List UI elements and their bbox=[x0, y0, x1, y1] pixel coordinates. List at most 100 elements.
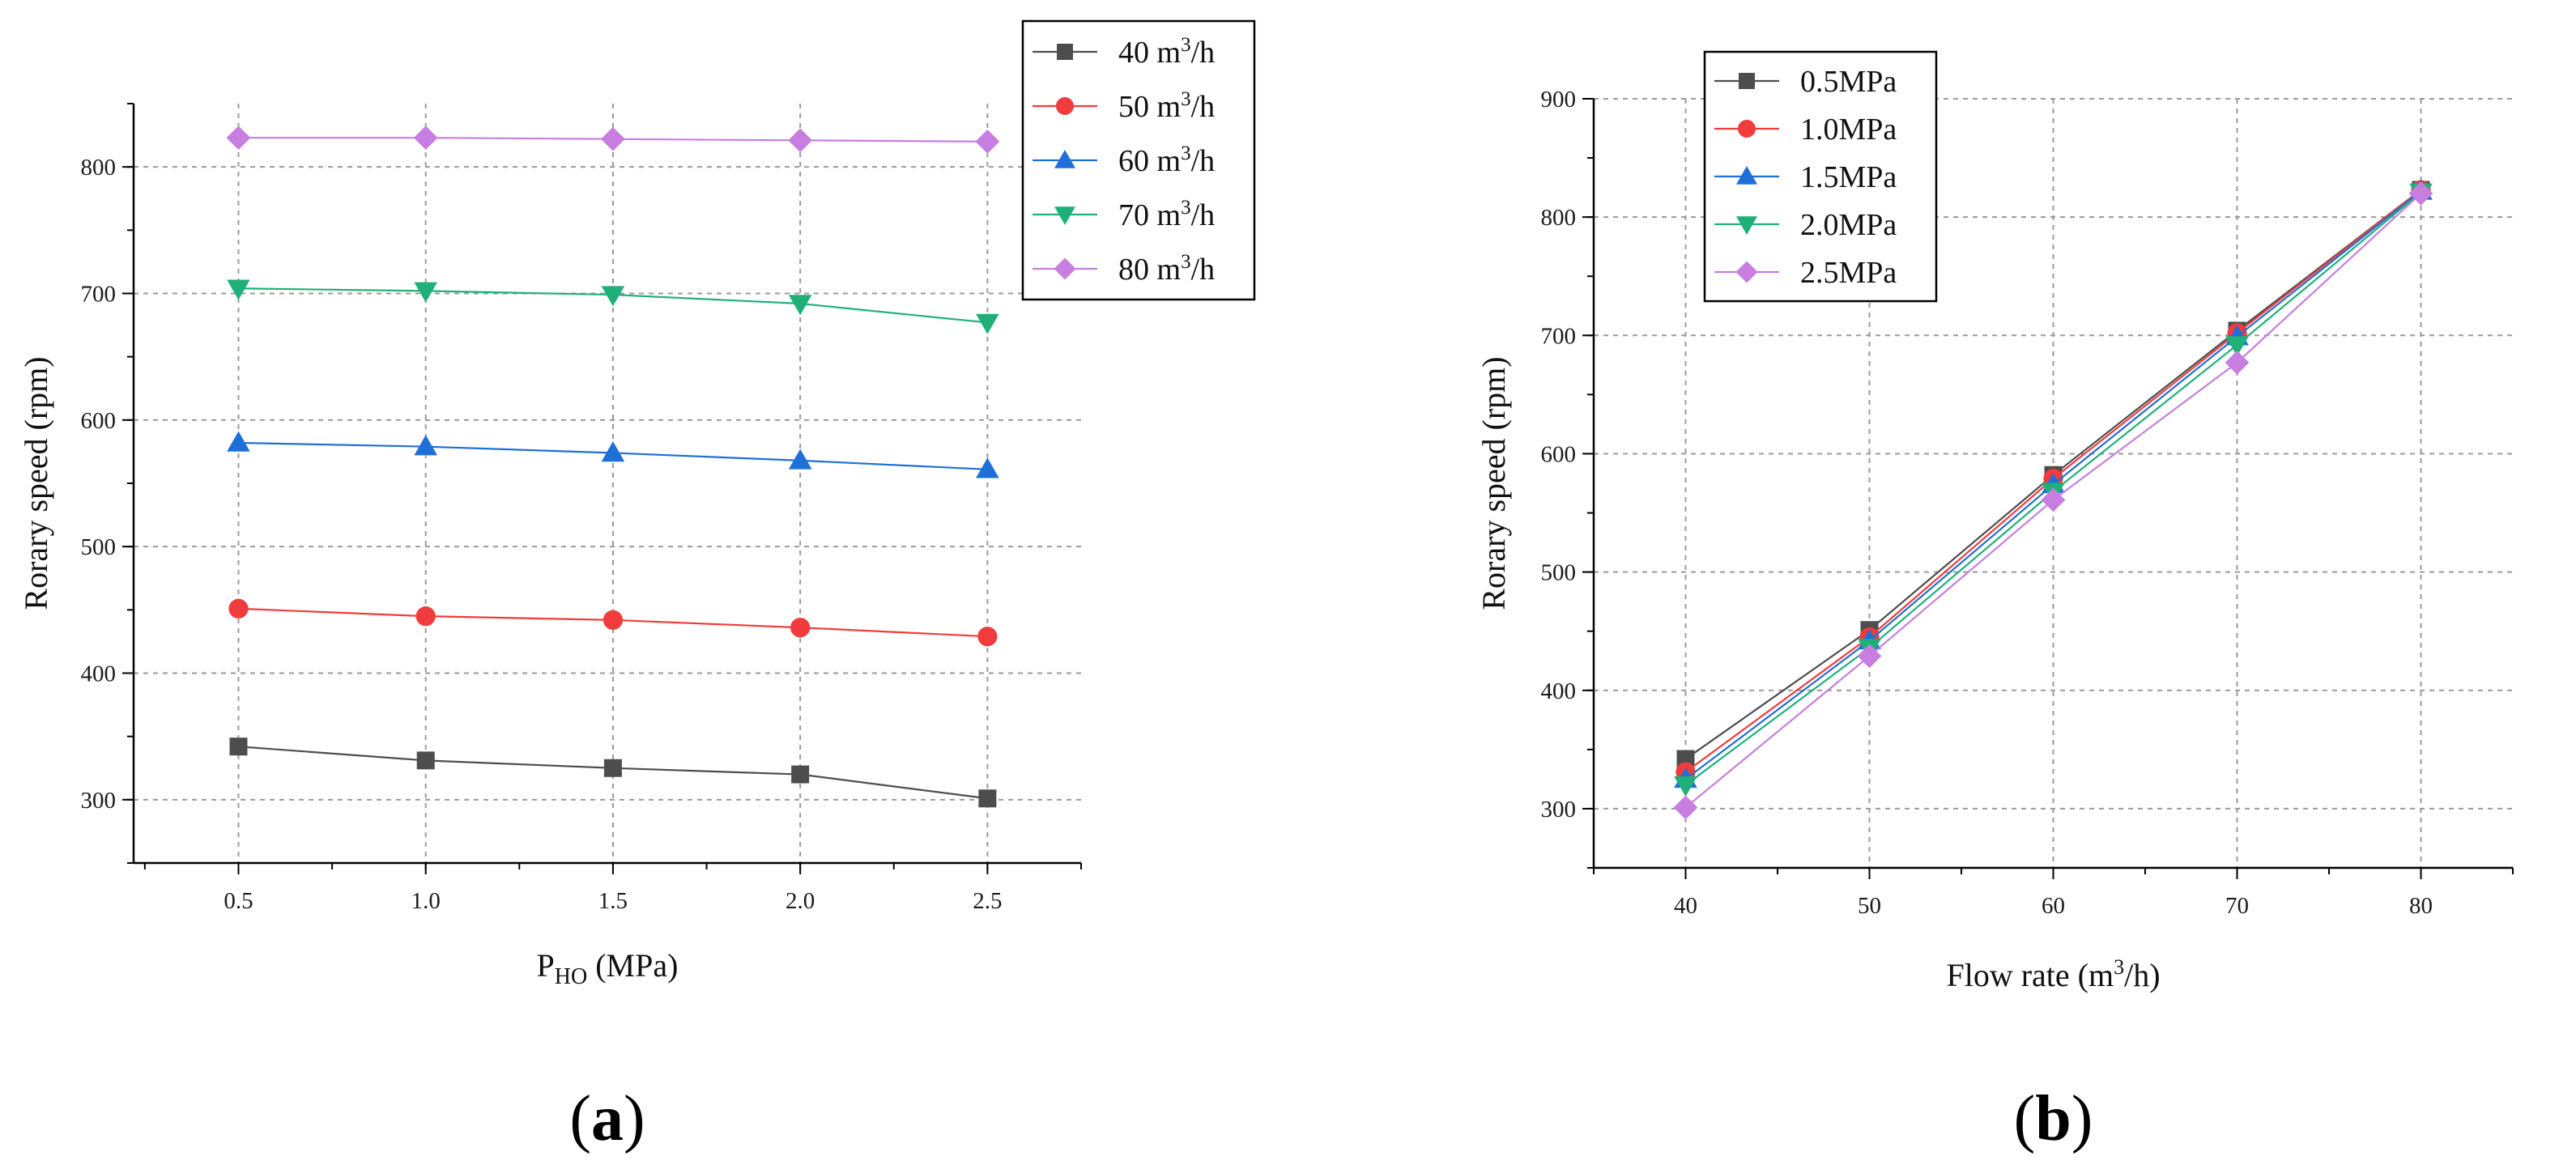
legend-label-main: 1.0MPa bbox=[1800, 113, 1897, 147]
x-tick-label: 2.5 bbox=[973, 888, 1002, 914]
series-1 bbox=[228, 598, 998, 647]
y-tick-label: 600 bbox=[1541, 441, 1577, 467]
x-tick-label: 50 bbox=[1858, 893, 1881, 919]
data-point bbox=[2225, 351, 2250, 375]
y-tick-label: 800 bbox=[1541, 205, 1577, 231]
legend-label-sup: 3 bbox=[1181, 197, 1191, 219]
legend-label-main: 50 m bbox=[1118, 90, 1181, 124]
legend-label: 40 m3/h bbox=[1118, 34, 1215, 70]
legend-label-main: 0.5MPa bbox=[1800, 65, 1897, 99]
y-tick-label: 400 bbox=[81, 661, 117, 687]
legend-entry: 40 m3/h bbox=[1033, 34, 1215, 70]
data-point bbox=[788, 128, 813, 153]
panel-label-close: ) bbox=[624, 1083, 645, 1154]
panel-label-close: ) bbox=[2071, 1083, 2093, 1154]
legend-marker bbox=[1054, 206, 1075, 225]
x-tick-label: 1.5 bbox=[598, 888, 628, 914]
legend-marker bbox=[1057, 44, 1073, 60]
legend-entry: 1.0MPa bbox=[1714, 113, 1897, 147]
legend-label: 1.0MPa bbox=[1800, 113, 1897, 147]
legend-marker bbox=[1736, 166, 1757, 185]
legend-label-main: 40 m bbox=[1118, 36, 1181, 70]
x-axis-title-main: P bbox=[537, 947, 555, 984]
data-point bbox=[2041, 487, 2066, 512]
legend-label: 1.5MPa bbox=[1800, 160, 1897, 194]
x-tick-label: 1.0 bbox=[411, 888, 441, 914]
data-point bbox=[414, 282, 438, 303]
legend-label: 50 m3/h bbox=[1118, 88, 1215, 124]
series-0 bbox=[229, 738, 997, 808]
series-2 bbox=[227, 431, 999, 478]
axes: 300 400 500 600 700 800 0.5 1.0 1.5 2.0 2.5 bbox=[81, 103, 1082, 914]
data-point bbox=[601, 441, 625, 462]
legend-entry: 60 m3/h bbox=[1033, 142, 1215, 178]
x-axis-title-sub: HO bbox=[555, 964, 587, 989]
x-axis-title-unit: (MPa) bbox=[587, 947, 678, 984]
x-axis-title: Flow rate (m3/h) bbox=[1946, 955, 2160, 993]
y-axis-title: Rorary speed (rpm) bbox=[1475, 356, 1512, 610]
data-point bbox=[976, 313, 999, 334]
legend-label: 80 m3/h bbox=[1118, 251, 1215, 287]
data-point bbox=[603, 759, 622, 777]
data-point bbox=[2408, 181, 2433, 206]
data-point bbox=[790, 618, 811, 638]
x-axis-title-tail: /h) bbox=[2124, 957, 2160, 993]
legend-entry: 2.0MPa bbox=[1714, 208, 1897, 242]
legend-label-main: 2.5MPa bbox=[1800, 256, 1897, 290]
legend: 0.5MPa 1.0MPa 1.5MPa 2.0MPa 2.5MPa bbox=[1703, 50, 1938, 303]
data-point bbox=[228, 598, 249, 619]
data-point bbox=[413, 125, 438, 151]
x-tick-label: 0.5 bbox=[224, 888, 253, 914]
data-point bbox=[229, 738, 248, 756]
data-point bbox=[1674, 776, 1697, 797]
data-point bbox=[788, 295, 812, 316]
legend-label-tail: /h bbox=[1191, 198, 1216, 232]
legend-label: 2.0MPa bbox=[1800, 208, 1897, 242]
legend-label: 60 m3/h bbox=[1118, 142, 1215, 178]
data-point bbox=[1673, 795, 1698, 820]
series-4 bbox=[1673, 181, 2433, 820]
x-axis-title: PHO (MPa) bbox=[537, 947, 679, 989]
x-tick-label: 70 bbox=[2225, 893, 2249, 919]
legend-entry: 70 m3/h bbox=[1033, 197, 1215, 232]
y-tick-label: 400 bbox=[1541, 678, 1577, 704]
data-point bbox=[791, 765, 810, 784]
legend-label-tail: /h bbox=[1191, 144, 1216, 178]
legend-entry: 1.5MPa bbox=[1714, 160, 1897, 194]
legend-label: 0.5MPa bbox=[1800, 65, 1897, 99]
y-tick-label: 700 bbox=[1541, 323, 1577, 349]
y-tick-label: 900 bbox=[1541, 87, 1577, 113]
y-tick-label: 500 bbox=[1541, 560, 1577, 586]
legend-marker bbox=[1738, 120, 1756, 138]
data-point bbox=[788, 448, 812, 470]
data-point bbox=[977, 627, 998, 647]
panel-label-open: ( bbox=[569, 1083, 591, 1154]
legend-marker bbox=[1736, 216, 1757, 235]
series-3 bbox=[227, 279, 999, 334]
x-axis-title-sup: 3 bbox=[2114, 955, 2124, 979]
data-point bbox=[227, 279, 250, 300]
x-tick-label: 40 bbox=[1674, 893, 1697, 919]
series-4 bbox=[226, 125, 1000, 154]
gridlines bbox=[1594, 98, 2513, 868]
legend-label-sup: 3 bbox=[1181, 251, 1191, 273]
legend-marker bbox=[1054, 257, 1076, 280]
data-point bbox=[975, 130, 1000, 154]
legend-label-main: 80 m bbox=[1118, 253, 1181, 287]
x-tick-label: 60 bbox=[2042, 893, 2065, 919]
y-axis-title: Rorary speed (rpm) bbox=[18, 356, 54, 610]
data-point bbox=[226, 125, 251, 151]
legend-entry: 2.5MPa bbox=[1714, 256, 1897, 290]
legend-marker bbox=[1739, 73, 1755, 89]
y-tick-label: 300 bbox=[81, 788, 117, 814]
legend: 40 m3/h50 m3/h60 m3/h70 m3/h80 m3/h bbox=[1021, 19, 1256, 301]
legend-label-main: 1.5MPa bbox=[1800, 160, 1897, 194]
x-tick-label: 80 bbox=[2409, 893, 2433, 919]
axes: 300 400 500 600 700 800 900 40 50 60 70 80 bbox=[1541, 87, 2514, 919]
data-point bbox=[416, 751, 435, 770]
y-tick-label: 700 bbox=[81, 282, 117, 308]
legend-entry: 50 m3/h bbox=[1033, 88, 1215, 124]
data-point bbox=[601, 126, 625, 151]
legend-label: 70 m3/h bbox=[1118, 197, 1215, 232]
panel-label-open: ( bbox=[2014, 1083, 2036, 1154]
